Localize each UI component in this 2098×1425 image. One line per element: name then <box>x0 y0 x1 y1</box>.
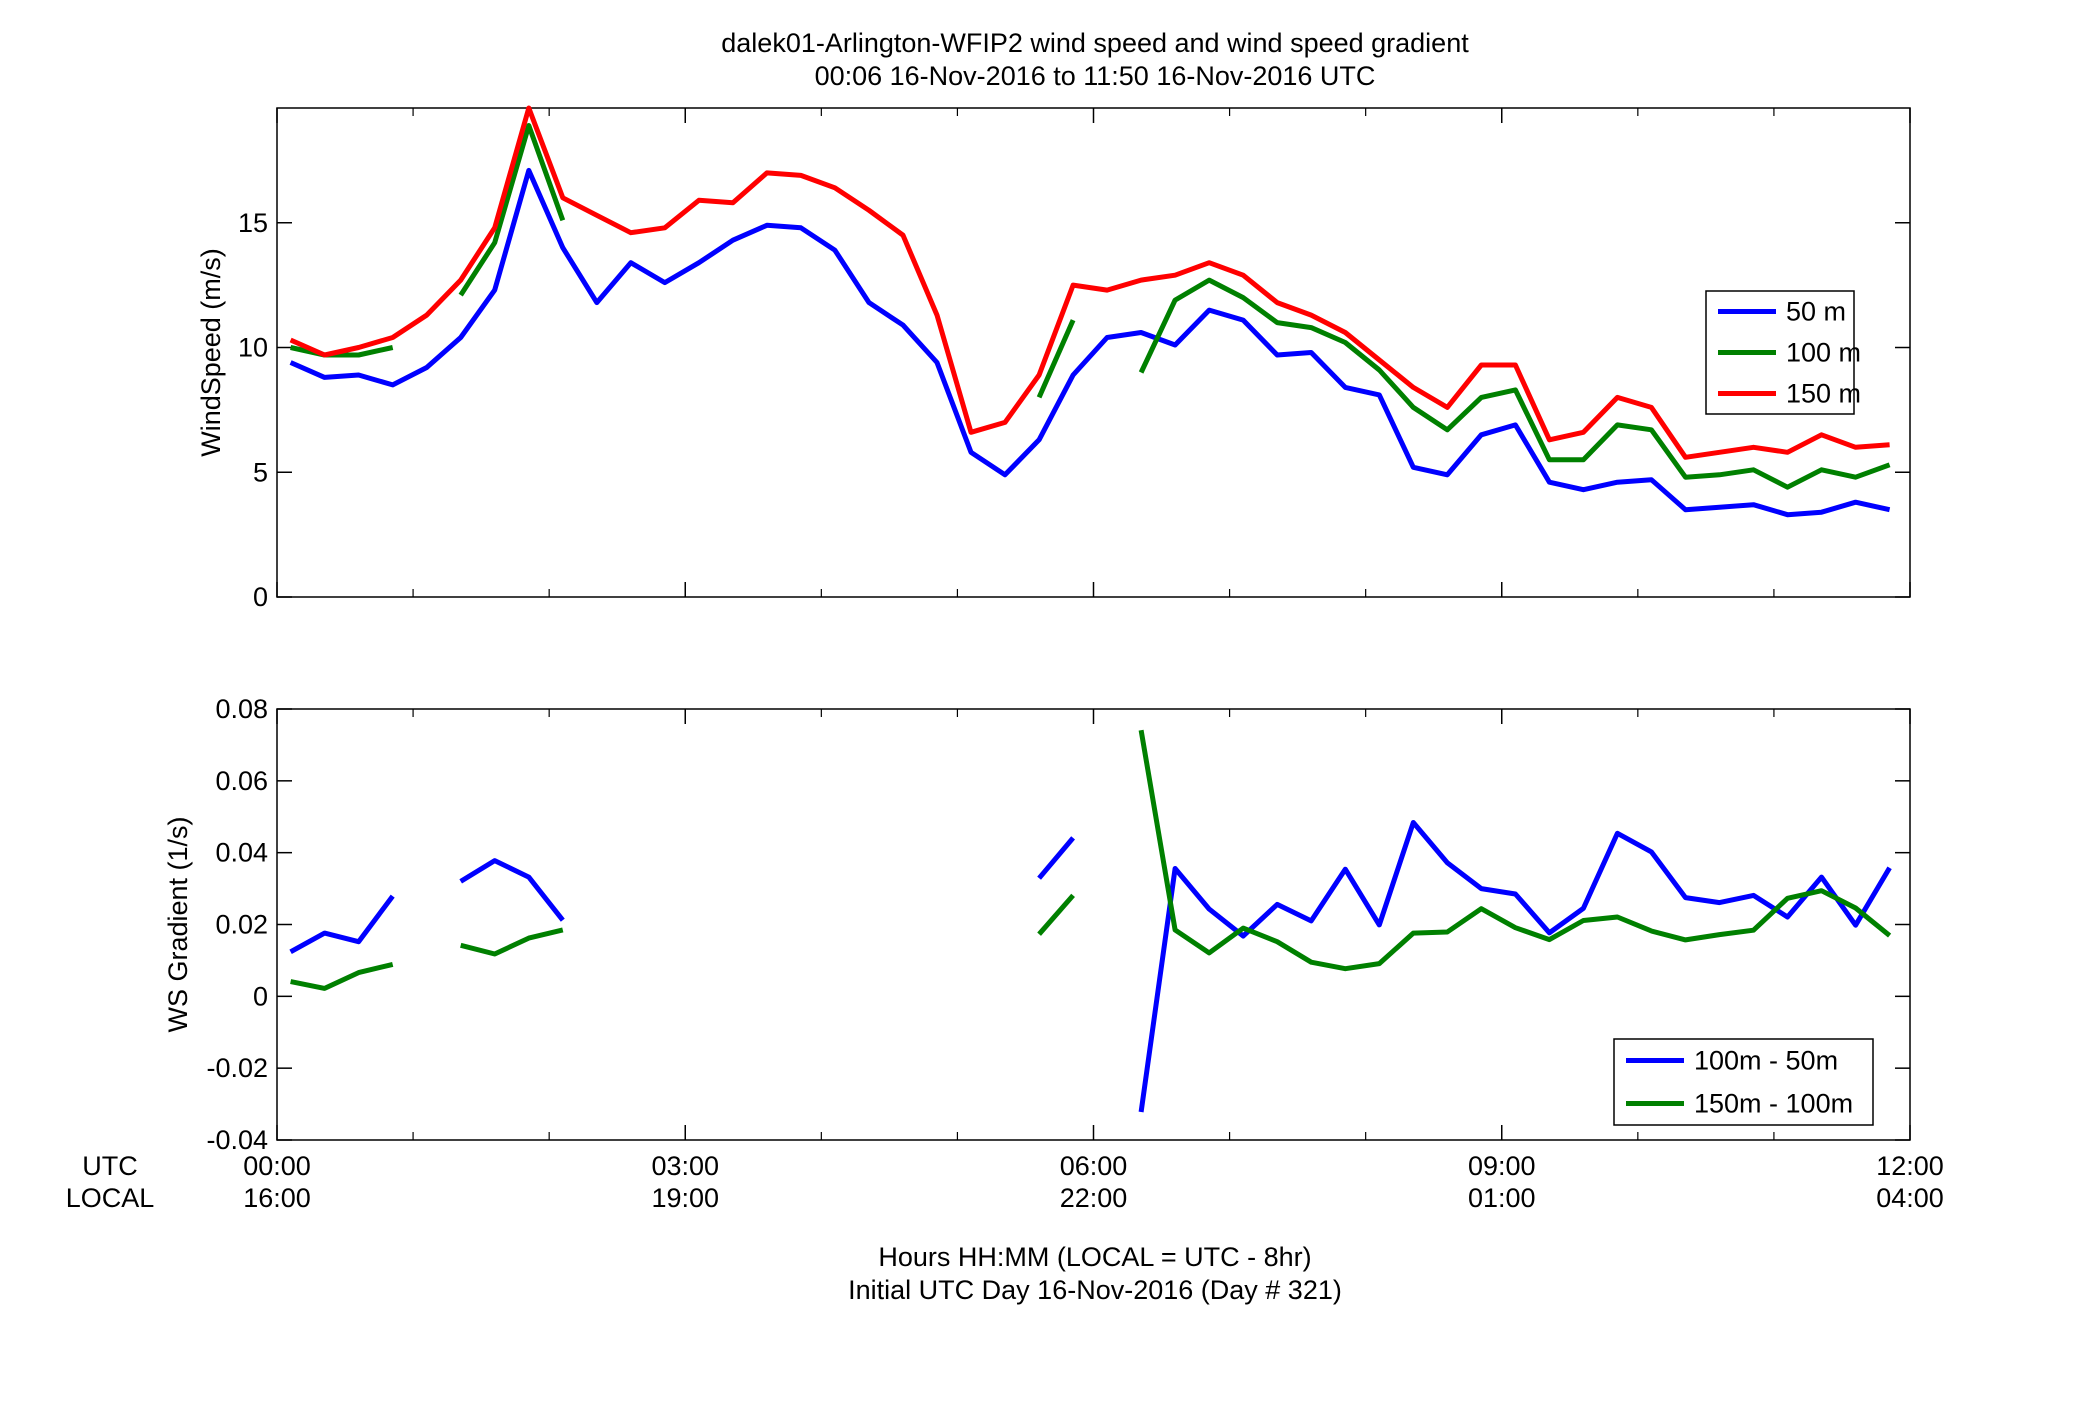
x-tick-label-local: 16:00 <box>243 1183 311 1213</box>
y-tick-label: 0 <box>253 981 268 1011</box>
chart-title-line1: dalek01-Arlington-WFIP2 wind speed and w… <box>721 28 1469 58</box>
legend-label: 100m - 50m <box>1694 1046 1838 1076</box>
series-segment <box>1037 893 1075 936</box>
x-axis-label-line1: Hours HH:MM (LOCAL = UTC - 8hr) <box>878 1242 1311 1272</box>
ws-gradient-plot: -0.04 -0.02 0 0.02 0.04 0.06 0.08 WS Gradient (… <box>163 694 1911 1155</box>
wind-speed-plot: 0 5 10 15 WindSpeed (m/s) 50 m 100 m 150 m <box>196 105 1911 612</box>
x-tick-label-utc: 09:00 <box>1468 1151 1536 1181</box>
series-segment <box>1138 820 1892 1113</box>
series-segment <box>460 927 564 957</box>
series-segment <box>1036 319 1076 399</box>
y-tick-label: 0.02 <box>215 910 268 940</box>
series-segment <box>289 894 395 954</box>
series-segment <box>290 961 394 991</box>
x-tick-label-local: 22:00 <box>1060 1183 1128 1213</box>
x-tick-label-local: 04:00 <box>1876 1183 1944 1213</box>
legend-label: 150m - 100m <box>1694 1089 1853 1119</box>
legend-label: 100 m <box>1786 338 1861 368</box>
series-segment <box>290 345 394 358</box>
series-segment <box>289 105 1890 460</box>
x-tick-label-local: 19:00 <box>651 1183 719 1213</box>
legend: 50 m 100 m 150 m <box>1705 290 1861 415</box>
x-tick-label-utc: 12:00 <box>1876 1151 1944 1181</box>
y-axis-label: WS Gradient (1/s) <box>163 816 193 1032</box>
x-tick-label-utc: 06:00 <box>1060 1151 1128 1181</box>
local-row-label: LOCAL <box>66 1183 155 1213</box>
x-tick-label-local: 01:00 <box>1468 1183 1536 1213</box>
chart-title-line2: 00:06 16-Nov-2016 to 11:50 16-Nov-2016 U… <box>815 61 1376 91</box>
y-tick-label: 0.04 <box>215 838 268 868</box>
series-line <box>289 820 1892 1113</box>
y-tick-label: 10 <box>238 333 268 363</box>
series-segment <box>1138 277 1891 490</box>
y-tick-label: 0.08 <box>215 694 268 724</box>
series-line <box>289 167 1891 518</box>
y-tick-label: 0.06 <box>215 766 268 796</box>
series-segment <box>1037 836 1076 880</box>
x-tick-label-utc: 00:00 <box>243 1151 311 1181</box>
series-segment <box>289 167 1891 518</box>
x-axis-label-line2: Initial UTC Day 16-Nov-2016 (Day # 321) <box>848 1275 1342 1305</box>
series-segment <box>1138 729 1892 972</box>
y-axis-label: WindSpeed (m/s) <box>196 248 226 457</box>
series-segment <box>459 858 565 922</box>
series-segment <box>458 123 566 297</box>
y-tick-label: 5 <box>253 457 268 487</box>
legend-label: 50 m <box>1786 297 1846 327</box>
x-tick-label-utc: 03:00 <box>651 1151 719 1181</box>
series-line <box>289 105 1890 460</box>
y-tick-label: -0.02 <box>206 1053 268 1083</box>
utc-row-label: UTC <box>82 1151 138 1181</box>
y-tick-label: 0 <box>253 582 268 612</box>
y-tick-label: -0.04 <box>206 1125 268 1155</box>
legend-label: 150 m <box>1786 379 1861 409</box>
series-line <box>290 729 1892 991</box>
series-line <box>290 123 1891 490</box>
y-tick-label: 15 <box>238 208 268 238</box>
legend-box <box>1613 1038 1874 1126</box>
legend: 100m - 50m 150m - 100m <box>1613 1038 1874 1126</box>
